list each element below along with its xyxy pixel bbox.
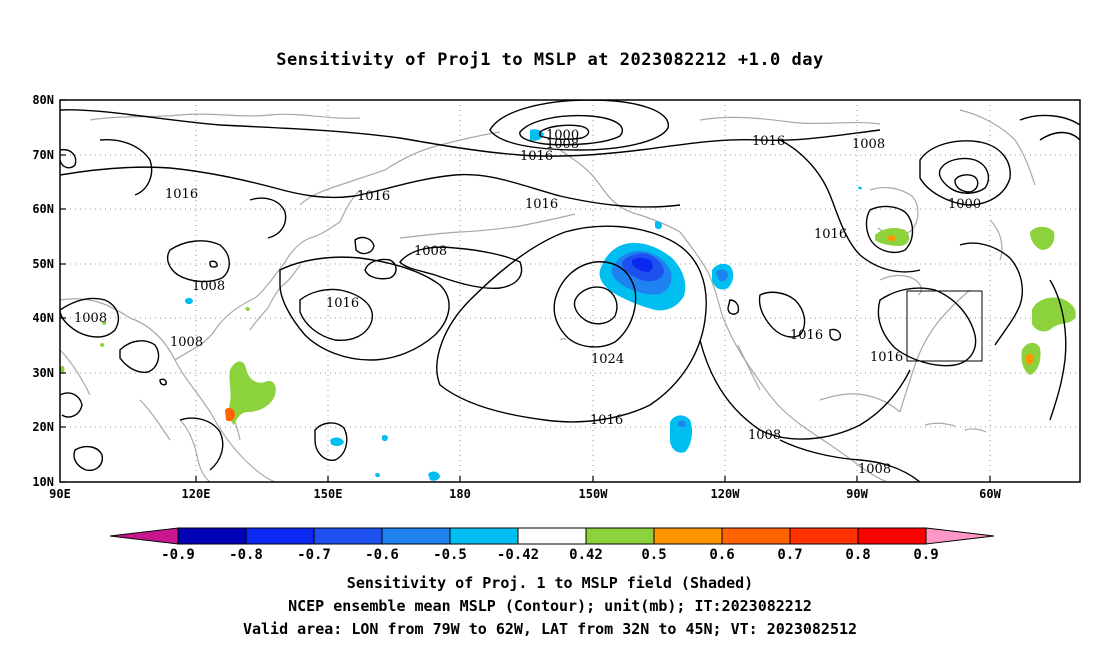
lat-label: 60N: [32, 202, 54, 216]
contour-label: 1016: [520, 149, 553, 164]
contour-label: 1008: [852, 137, 885, 152]
valid-area-box: [906, 290, 983, 362]
lon-label: 180: [449, 487, 471, 501]
colorbar-segment: [381, 527, 451, 545]
colorbar-label: -0.9: [161, 547, 195, 563]
contour-label: 1016: [870, 350, 903, 365]
green-region-west-pacific: [229, 361, 276, 425]
contour-label: 1016: [165, 187, 198, 202]
contour-label: 1016: [357, 189, 390, 204]
colorbar-label: 0.8: [845, 547, 870, 563]
contour-label: 1000: [546, 128, 579, 143]
contour-label: 1016: [326, 296, 359, 311]
colorbar-label: 0.42: [569, 547, 603, 563]
contour-label: 1008: [748, 428, 781, 443]
lon-label: 90E: [49, 487, 71, 501]
contour-label: 1016: [590, 413, 623, 428]
axis-ticks: [60, 99, 991, 483]
longitude-labels: 90E 120E 150E 180 150W 120W 90W 60W: [49, 487, 1001, 501]
colorbar-label: -0.42: [497, 547, 539, 563]
lon-label: 150W: [579, 487, 609, 501]
contour-label: 1016: [752, 134, 785, 149]
contour-label: 1024: [591, 352, 624, 367]
colorbar-segment: [517, 527, 587, 545]
lon-label: 120E: [182, 487, 211, 501]
lon-label: 150E: [314, 487, 343, 501]
colorbar-segment: [245, 527, 315, 545]
page-title: Sensitivity of Proj1 to MSLP at 20230822…: [276, 50, 824, 70]
colorbar-end-right: [925, 527, 995, 545]
contour-label: 1016: [790, 328, 823, 343]
lon-label: 90W: [846, 487, 868, 501]
lat-label: 40N: [32, 311, 54, 325]
colorbar-segment: [177, 527, 247, 545]
contour-label: 1008: [74, 311, 107, 326]
gridlines: [60, 100, 1080, 482]
colorbar-segment: [857, 527, 927, 545]
colorbar-label: 0.7: [777, 547, 802, 563]
lat-label: 10N: [32, 475, 54, 489]
caption-valid-area: Valid area: LON from 79W to 62W, LAT fro…: [242, 620, 858, 638]
colorbar: -0.9 -0.8 -0.7 -0.6 -0.5 -0.42 0.42 0.5 0.6 0.7 0.…: [109, 527, 995, 563]
sensitivity-shading: [60, 129, 1076, 481]
coastlines: [60, 109, 1036, 482]
contour-label: 1008: [170, 335, 203, 350]
lat-label: 20N: [32, 420, 54, 434]
colorbar-label: 0.5: [641, 547, 666, 563]
colorbar-segment: [585, 527, 655, 545]
colorbar-label: -0.5: [433, 547, 467, 563]
colorbar-segment: [313, 527, 383, 545]
lat-label: 50N: [32, 257, 54, 271]
contour-label: 1016: [814, 227, 847, 242]
colorbar-label: 0.6: [709, 547, 734, 563]
colorbar-segment: [449, 527, 519, 545]
colorbar-segment: [721, 527, 791, 545]
lat-label: 80N: [32, 93, 54, 107]
lon-label: 60W: [979, 487, 1001, 501]
colorbar-label: 0.9: [913, 547, 938, 563]
colorbar-label: -0.7: [297, 547, 331, 563]
contour-label: 1008: [858, 462, 891, 477]
colorbar-segment: [789, 527, 859, 545]
lat-label: 70N: [32, 148, 54, 162]
colorbar-segment: [653, 527, 723, 545]
contour-label: 1000: [948, 197, 981, 212]
mslp-contours: [60, 100, 1080, 482]
lat-label: 30N: [32, 366, 54, 380]
caption-shading: Sensitivity of Proj. 1 to MSLP field (Sh…: [346, 574, 754, 592]
contour-label: 1008: [192, 279, 225, 294]
colorbar-label: -0.6: [365, 547, 399, 563]
latitude-labels: 80N 70N 60N 50N 40N 30N 20N 10N: [32, 93, 54, 489]
caption-contour: NCEP ensemble mean MSLP (Contour); unit(…: [288, 597, 812, 615]
contour-label: 1008: [414, 244, 447, 259]
contour-labels: 1000 1008 1016 1016 1016 1016 1008 1016 …: [74, 128, 981, 477]
contour-label: 1016: [525, 197, 558, 212]
colorbar-end-left: [109, 527, 179, 545]
colorbar-label: -0.8: [229, 547, 263, 563]
contour-label: 1008: [546, 137, 579, 152]
lon-label: 120W: [711, 487, 741, 501]
